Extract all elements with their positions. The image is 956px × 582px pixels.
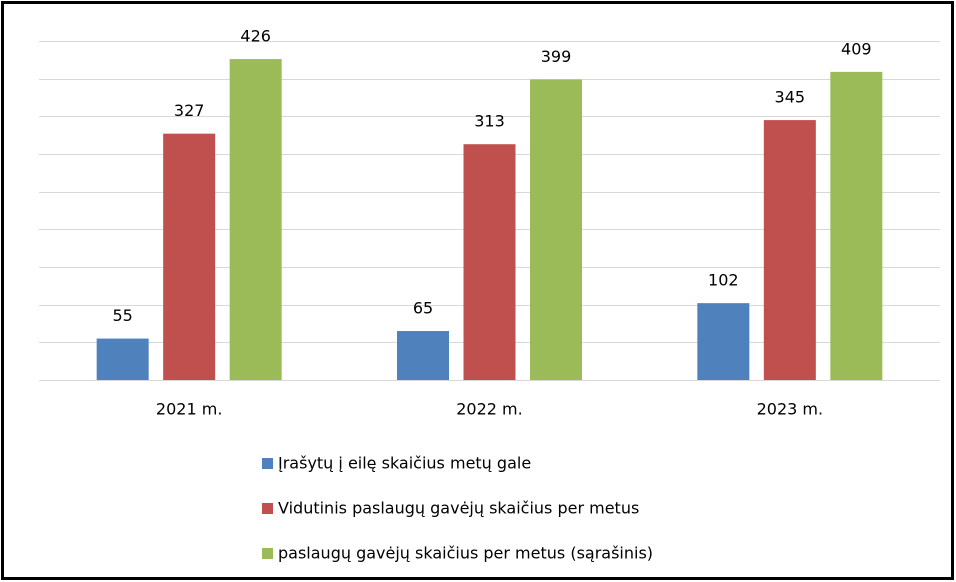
- legend-swatch: [262, 503, 273, 514]
- x-tick-label: 2023 m.: [757, 400, 823, 419]
- bar: [229, 59, 282, 381]
- legend-label: paslaugų gavėjų skaičius per metus (sąra…: [278, 544, 653, 563]
- bar: [830, 71, 883, 381]
- data-label: 409: [841, 39, 872, 58]
- bar: [463, 144, 516, 380]
- legend-swatch: [262, 458, 273, 469]
- bar: [697, 303, 750, 380]
- data-label: 313: [474, 112, 505, 131]
- legend-swatch: [262, 548, 273, 559]
- data-label: 327: [174, 101, 205, 120]
- x-tick-label: 2021 m.: [156, 400, 222, 419]
- bar: [397, 331, 449, 380]
- legend-label: Įrašytų į eilę skaičius metų gale: [278, 454, 531, 473]
- data-label: 426: [240, 27, 271, 46]
- bar: [530, 79, 582, 381]
- data-label: 399: [541, 47, 572, 66]
- bar: [96, 338, 149, 380]
- legend-label: Vidutinis paslaugų gavėjų skaičius per m…: [278, 499, 639, 518]
- bar: [763, 120, 816, 380]
- data-label: 102: [708, 271, 739, 290]
- x-tick-label: 2022 m.: [456, 400, 522, 419]
- data-label: 345: [775, 88, 806, 107]
- data-label: 65: [413, 299, 433, 318]
- bar: [163, 133, 216, 380]
- data-label: 55: [112, 306, 132, 325]
